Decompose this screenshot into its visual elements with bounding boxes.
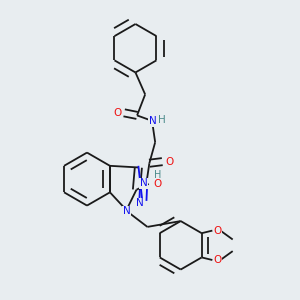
Text: N: N [122, 206, 130, 216]
Text: N: N [149, 116, 157, 126]
Text: O: O [213, 226, 221, 236]
Text: H: H [158, 115, 166, 124]
Text: O: O [113, 108, 121, 118]
Text: N: N [136, 198, 144, 208]
Text: N: N [140, 178, 147, 188]
Text: H: H [154, 170, 161, 180]
Text: O: O [213, 255, 221, 265]
Text: O: O [165, 157, 173, 166]
Text: O: O [154, 179, 162, 189]
